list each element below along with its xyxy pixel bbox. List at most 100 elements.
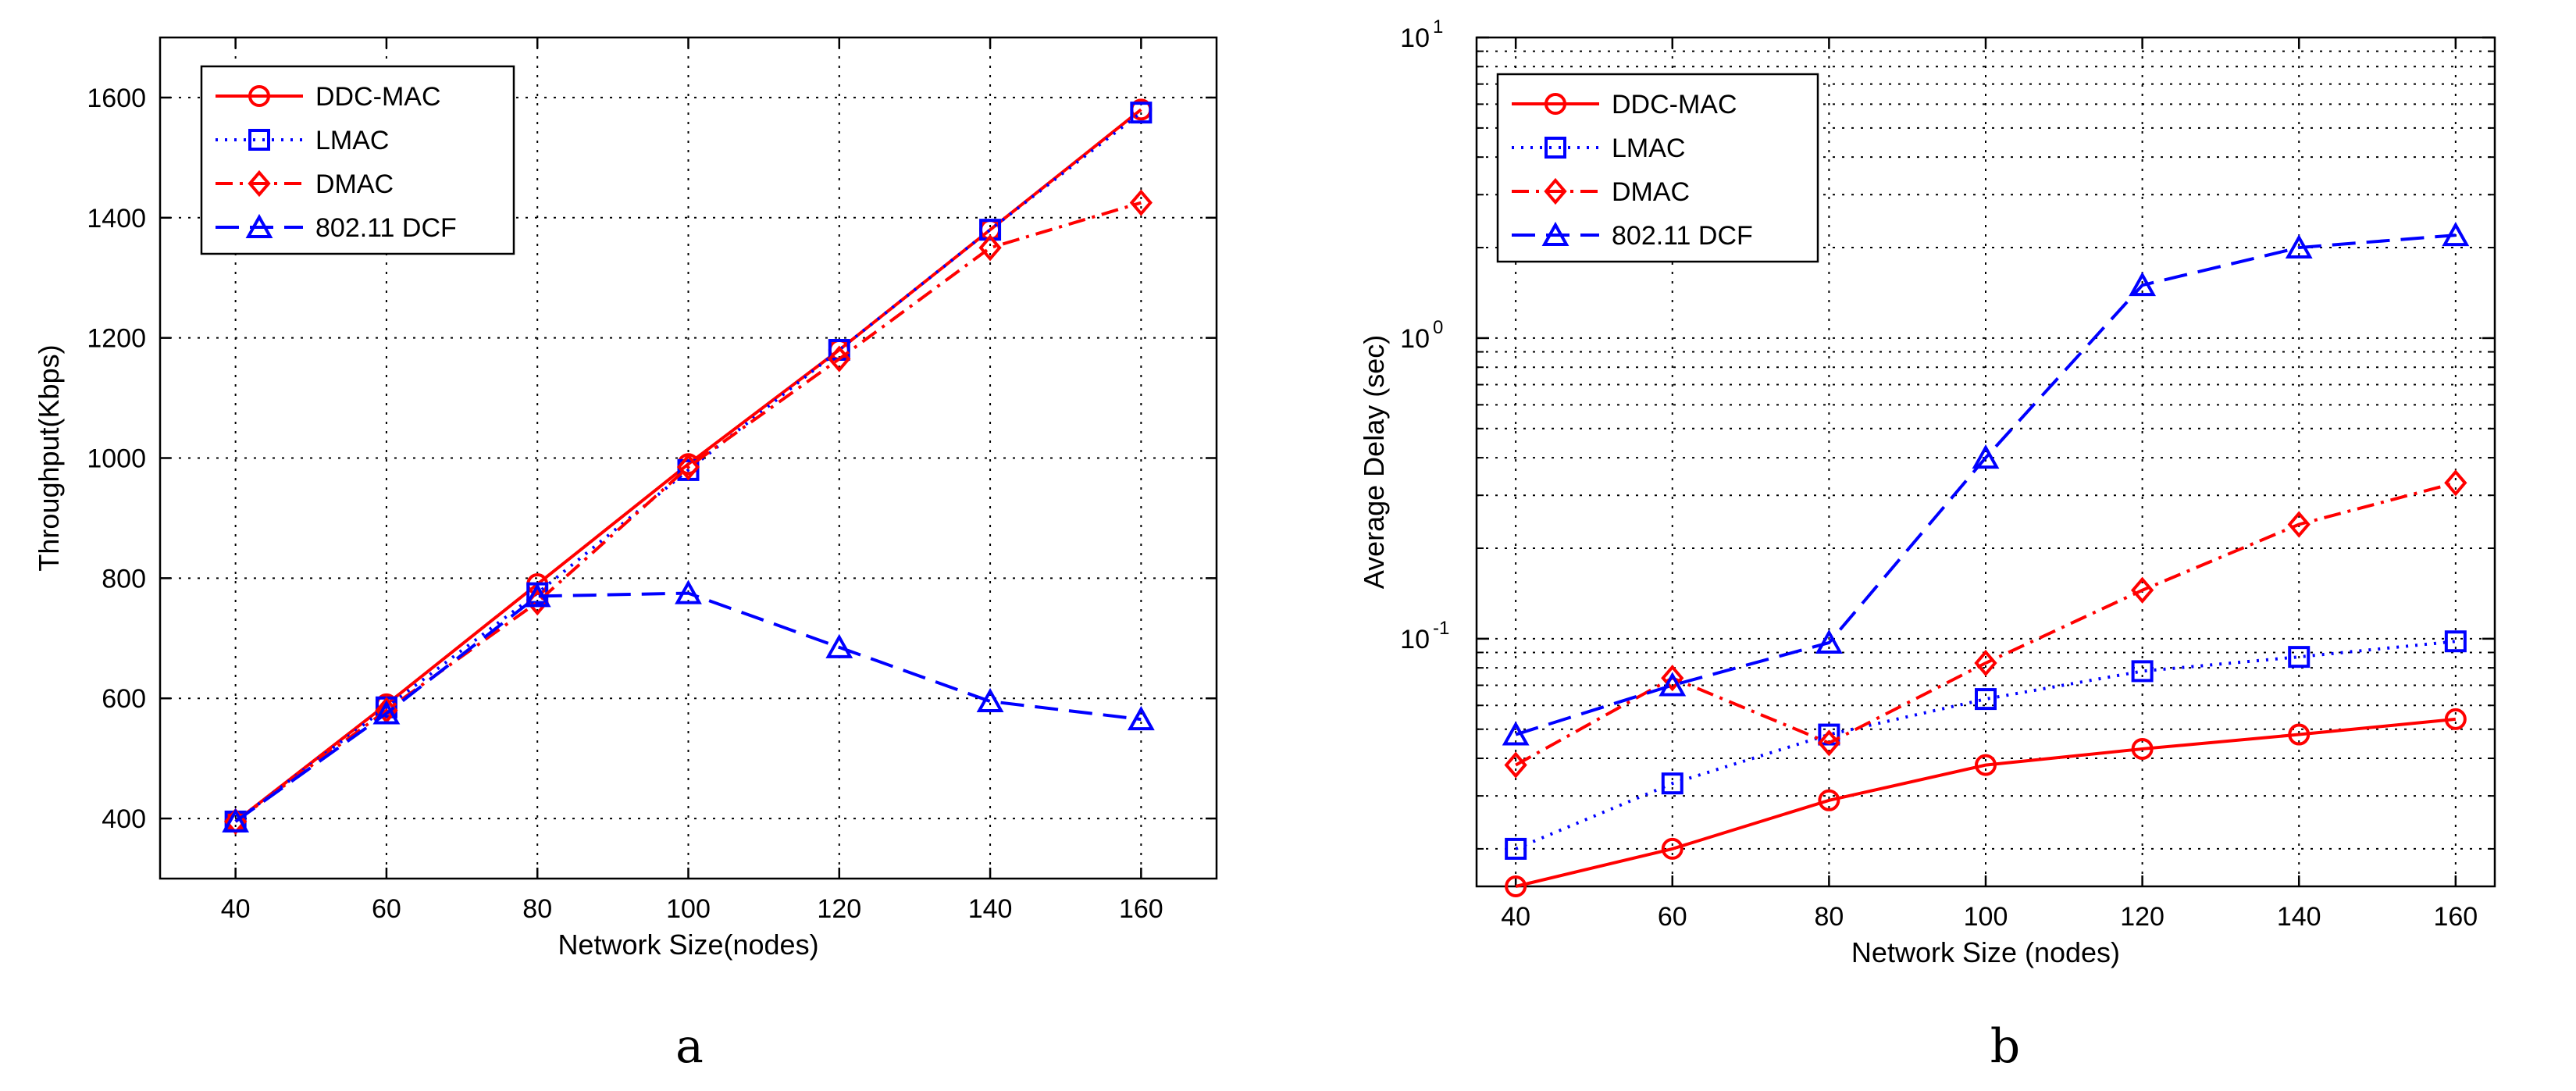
legend-label: DDC-MAC (1612, 90, 1737, 119)
data-point (1817, 729, 1841, 757)
legend-label: 802.11 DCF (315, 213, 457, 243)
y-tick-label-exponent: 1 (1433, 16, 1443, 37)
x-tick-label: 100 (1964, 902, 2008, 932)
data-point (1659, 672, 1687, 697)
x-tick-label: 140 (2277, 902, 2321, 932)
legend-swatch-marker (248, 129, 270, 151)
legend-label: LMAC (315, 126, 389, 155)
y-tick-label-base: 10 (1400, 324, 1430, 354)
legend-label: 802.11 DCF (1612, 221, 1753, 251)
data-point (1505, 837, 1527, 860)
data-point (2288, 646, 2311, 669)
legend-swatch-marker (1544, 177, 1567, 205)
x-axis-label: Network Size(nodes) (558, 929, 818, 961)
y-tick-label: 400 (102, 804, 146, 834)
legend-swatch-marker (1541, 221, 1569, 246)
data-point (825, 633, 853, 658)
series-line (1515, 717, 2457, 888)
y-tick-label-base: 10 (1400, 625, 1430, 654)
legend-label: DMAC (315, 169, 394, 199)
data-point (2285, 234, 2313, 259)
series-line (1515, 234, 2457, 736)
legend-swatch-marker (245, 213, 273, 238)
data-point (2444, 630, 2467, 653)
data-point (2287, 511, 2311, 538)
data-point (2131, 660, 2154, 683)
data-point (372, 700, 401, 725)
data-point (976, 687, 1004, 713)
legend-swatch-marker (248, 85, 270, 107)
x-tick-label: 100 (666, 894, 711, 924)
series-line (234, 111, 1142, 823)
data-point (1130, 102, 1153, 124)
panel-label: a (675, 1019, 704, 1074)
data-point (1661, 665, 1684, 692)
data-point (2131, 737, 2154, 760)
series-ddc-mac (1505, 708, 2467, 897)
data-point (523, 583, 551, 608)
data-point (1504, 751, 1527, 779)
data-point (1818, 789, 1840, 811)
legend: DDC-MAC LMAC DMAC 802.11 DCF (1496, 73, 1819, 263)
series-802-11-dcf (1502, 222, 2470, 746)
x-tick-label: 60 (1658, 902, 1687, 932)
y-tick-label: 1000 (87, 444, 146, 474)
data-point (1975, 754, 1997, 776)
y-tick-label: 1200 (87, 324, 146, 354)
x-tick-label: 160 (1119, 894, 1163, 924)
data-point (222, 808, 250, 833)
data-point (1661, 837, 1683, 860)
x-tick-label: 120 (2120, 902, 2164, 932)
x-tick-label: 140 (968, 894, 1013, 924)
data-point (1505, 875, 1527, 897)
y-tick-label-exponent: 0 (1433, 317, 1443, 338)
data-point (1972, 444, 2000, 469)
data-point (828, 345, 851, 373)
legend-label: LMAC (1612, 134, 1685, 163)
legend-label: DDC-MAC (315, 82, 441, 112)
data-point (2444, 708, 2467, 730)
data-point (1661, 772, 1683, 795)
series-802-11-dcf (222, 579, 1155, 833)
series-line (1515, 640, 2457, 850)
y-tick-label: 1400 (87, 204, 146, 234)
panel-label: b (1990, 1019, 2020, 1074)
data-point (1815, 629, 1843, 654)
data-point (2129, 272, 2157, 297)
chart-panel-a: 40 60 80 100 120 140 160 400 600 800 1000 1200 1400 1… (33, 36, 1218, 1074)
ticks: 40 60 80 100 120 140 160 400 600 800 1000 1200 1400 1… (87, 37, 1217, 924)
y-axis-label: Average Delay (sec) (1358, 335, 1390, 589)
x-tick-label: 120 (817, 894, 861, 924)
x-tick-label: 60 (372, 894, 401, 924)
x-tick-label: 40 (1501, 902, 1530, 932)
data-point (675, 579, 702, 604)
y-tick-label-base: 10 (1400, 23, 1430, 53)
x-tick-label: 80 (522, 894, 552, 924)
y-tick-label: 1600 (87, 84, 146, 113)
x-tick-label: 40 (221, 894, 251, 924)
legend-swatch-marker (248, 169, 271, 198)
data-point (676, 453, 700, 481)
legend-swatch-marker (1545, 137, 1566, 159)
data-point (2442, 222, 2470, 247)
y-tick-label: 600 (102, 684, 146, 714)
x-axis-label: Network Size (nodes) (1851, 936, 2120, 968)
data-point (2444, 469, 2467, 497)
data-point (2130, 576, 2154, 604)
data-point (1502, 721, 1530, 746)
x-tick-label: 160 (2433, 902, 2478, 932)
y-tick-label-exponent: -1 (1433, 618, 1449, 639)
data-point (1975, 688, 1997, 711)
series-dmac (224, 189, 1153, 835)
data-point (1129, 189, 1153, 216)
legend: DDC-MAC LMAC DMAC 802.11 DCF (200, 65, 515, 255)
y-axis-label: Throughput(Kbps) (33, 344, 65, 571)
legend-swatch-marker (1545, 93, 1566, 115)
series-line (234, 591, 1142, 823)
data-point (978, 234, 1002, 262)
series-lmac (1505, 630, 2467, 860)
data-point (1974, 649, 1997, 677)
